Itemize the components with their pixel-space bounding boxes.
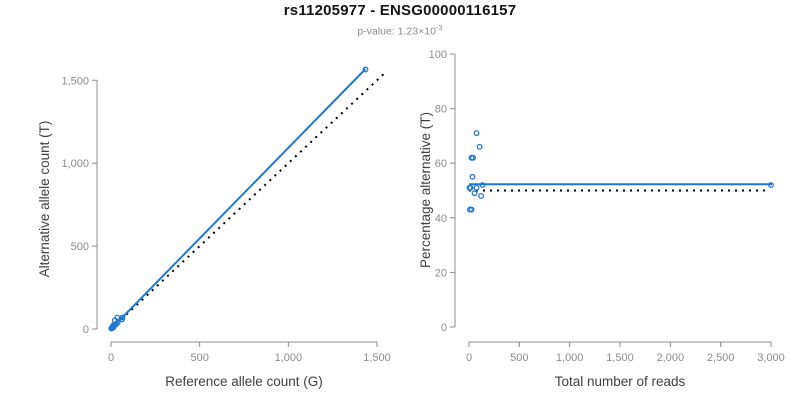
x-tick-label: 0 xyxy=(108,352,114,364)
y-tick-label: 500 xyxy=(71,241,89,253)
x-tick-label: 1,000 xyxy=(556,352,584,364)
data-point xyxy=(473,184,480,191)
figure-title: rs11205977 - ENSG00000116157 xyxy=(283,2,517,19)
x-tick-label: 2,000 xyxy=(657,352,685,364)
x-tick-label: 500 xyxy=(510,352,528,364)
y-tick-label: 60 xyxy=(435,158,447,170)
right-scatter-plot: 0 20 40 60 80 100 0 500 1,000 1,500 2,000 2,500 3,00… xyxy=(429,49,785,364)
data-point xyxy=(479,182,486,188)
data-point xyxy=(110,324,117,331)
pvalue-base: 1.23×10 xyxy=(397,25,436,38)
data-point xyxy=(470,154,476,161)
x-tick-label: 0 xyxy=(466,352,472,364)
identity-line xyxy=(110,71,387,330)
data-point xyxy=(471,190,478,197)
y-tick-label: 1,500 xyxy=(61,75,89,87)
y-tick-label: 20 xyxy=(435,267,447,279)
fit-line xyxy=(110,68,367,330)
y-tick-label: 100 xyxy=(429,49,447,61)
data-point xyxy=(473,130,480,137)
right-xaxis-label: Total number of reads xyxy=(555,374,686,389)
data-point xyxy=(478,193,485,199)
figure-subtitle: p-value: 1.23×10-3 xyxy=(0,23,800,38)
pvalue-exponent: -3 xyxy=(435,23,443,32)
y-tick-label: 0 xyxy=(83,324,89,336)
pvalue-prefix: p-value: xyxy=(357,25,398,38)
y-tick-label: 40 xyxy=(435,213,447,225)
y-tick-label: 0 xyxy=(441,322,447,334)
left-scatter-plot: 0 500 1,000 1,500 0 500 1,000 1,500 xyxy=(61,66,391,364)
data-point xyxy=(468,206,475,213)
data-point xyxy=(768,182,774,188)
left-xaxis-label: Reference allele count (G) xyxy=(165,374,323,389)
x-tick-label: 1,000 xyxy=(275,352,303,364)
left-yaxis-label: Alternative allele count (T) xyxy=(37,121,52,278)
y-tick-label: 1,000 xyxy=(61,158,89,170)
x-tick-label: 1,500 xyxy=(363,352,391,364)
data-point xyxy=(119,316,125,323)
data-point xyxy=(362,66,369,73)
right-yaxis-label: Percentage alternative (T) xyxy=(418,112,433,268)
x-tick-label: 3,000 xyxy=(757,352,785,364)
data-point xyxy=(467,184,474,191)
x-tick-label: 500 xyxy=(190,352,208,364)
x-tick-label: 2,500 xyxy=(707,352,735,364)
x-tick-label: 1,500 xyxy=(606,352,634,364)
data-point xyxy=(469,173,476,180)
data-point xyxy=(476,143,483,150)
y-tick-label: 80 xyxy=(435,104,447,116)
